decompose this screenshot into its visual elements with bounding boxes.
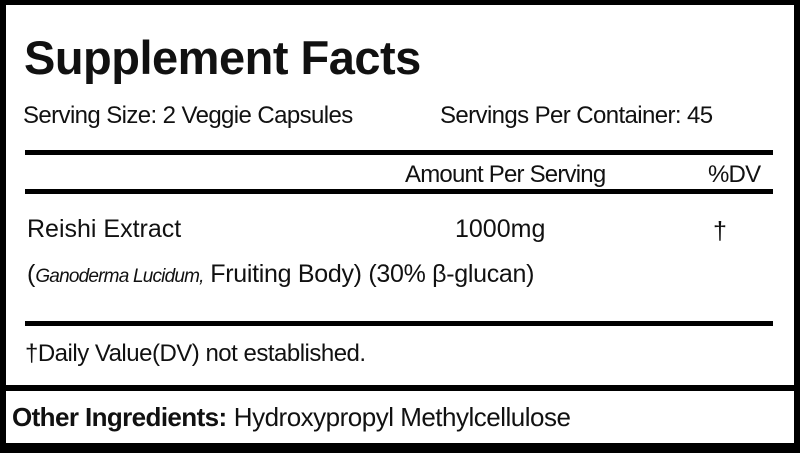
ingredient-detail-text: Fruiting Body) (30% β-glucan) [203, 260, 535, 288]
ingredient-dv: † [713, 217, 727, 245]
detail-open-paren: ( [27, 260, 36, 288]
serving-size: Serving Size: 2 Veggie Capsules [23, 102, 353, 129]
servings-per-container: Servings Per Container: 45 [440, 102, 713, 129]
other-ingredients-panel [6, 391, 794, 443]
dv-header: %DV [708, 161, 761, 188]
amount-per-serving-header: Amount Per Serving [405, 161, 606, 188]
other-ingredients-value: Hydroxypropyl Methylcellulose [233, 402, 571, 432]
other-ingredients-label: Other Ingredients: [12, 402, 227, 432]
other-ingredients: Other Ingredients: Hydroxypropyl Methylc… [12, 402, 571, 432]
divider [25, 189, 773, 194]
ingredient-name: Reishi Extract [27, 215, 182, 243]
divider-thick [25, 321, 773, 326]
divider-thick [25, 150, 773, 155]
ingredient-amount: 1000mg [455, 215, 546, 243]
ingredient-detail: (Ganoderma Lucidum, Fruiting Body) (30% … [27, 262, 534, 287]
footnote: †Daily Value(DV) not established. [25, 340, 366, 367]
page-title: Supplement Facts [24, 31, 421, 84]
ingredient-source: Ganoderma Lucidum, [35, 266, 204, 287]
